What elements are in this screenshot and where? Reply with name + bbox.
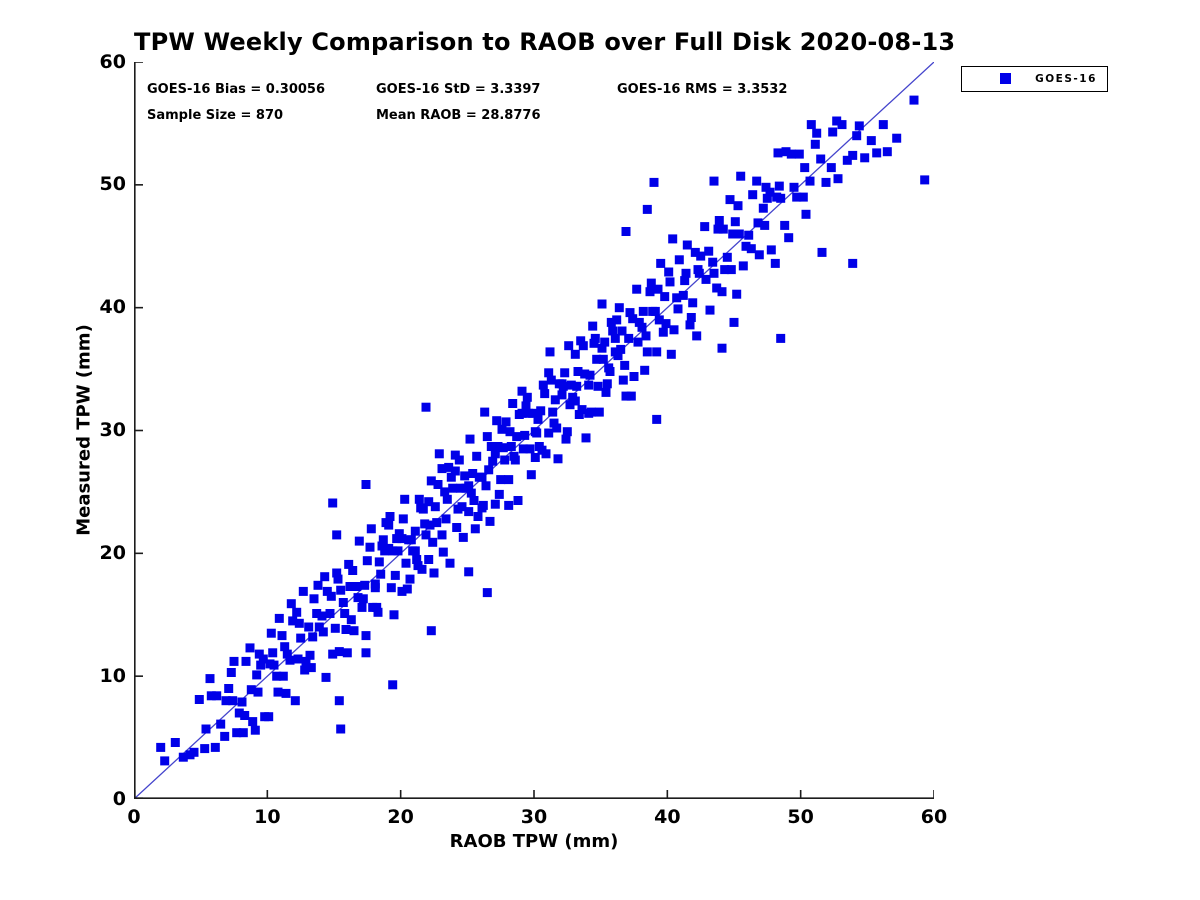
x-tick-label: 0 (127, 806, 141, 828)
stat-bias-text: GOES-16 Bias = 0.30056 (147, 82, 326, 97)
y-tick-label: 40 (99, 296, 126, 319)
legend-series-label: GOES-16 (1035, 73, 1097, 85)
x-axis-label: RAOB TPW (mm) (449, 831, 619, 852)
stat-sample-size-text: Sample Size = 870 (147, 108, 284, 123)
scatter-points-goes16 (156, 95, 930, 766)
x-tick-label: 60 (920, 806, 948, 828)
legend-marker-square-icon (1000, 73, 1011, 84)
y-tick-label: 0 (112, 787, 126, 810)
x-tick-label: 10 (254, 806, 281, 828)
chart-title: TPW Weekly Comparison to RAOB over Full … (134, 28, 956, 56)
stat-std-text: GOES-16 StD = 3.3397 (376, 82, 541, 97)
y-tick-label: 60 (99, 50, 126, 73)
scatter-plot-canvas (134, 62, 934, 799)
x-tick-label: 50 (787, 806, 814, 828)
x-tick-label: 40 (654, 806, 681, 828)
stat-mean-raob-text: Mean RAOB = 28.8776 (376, 108, 541, 123)
x-tick-label: 30 (520, 806, 548, 828)
plot-area (134, 62, 934, 799)
stat-rms-text: GOES-16 RMS = 3.3532 (617, 82, 788, 97)
y-tick-label: 20 (99, 541, 126, 564)
y-tick-label: 10 (99, 664, 126, 687)
x-tick-label: 20 (387, 806, 414, 828)
y-tick-label: 50 (99, 173, 126, 196)
legend-box: GOES-16 (961, 66, 1108, 92)
y-tick-label: 30 (99, 419, 126, 441)
